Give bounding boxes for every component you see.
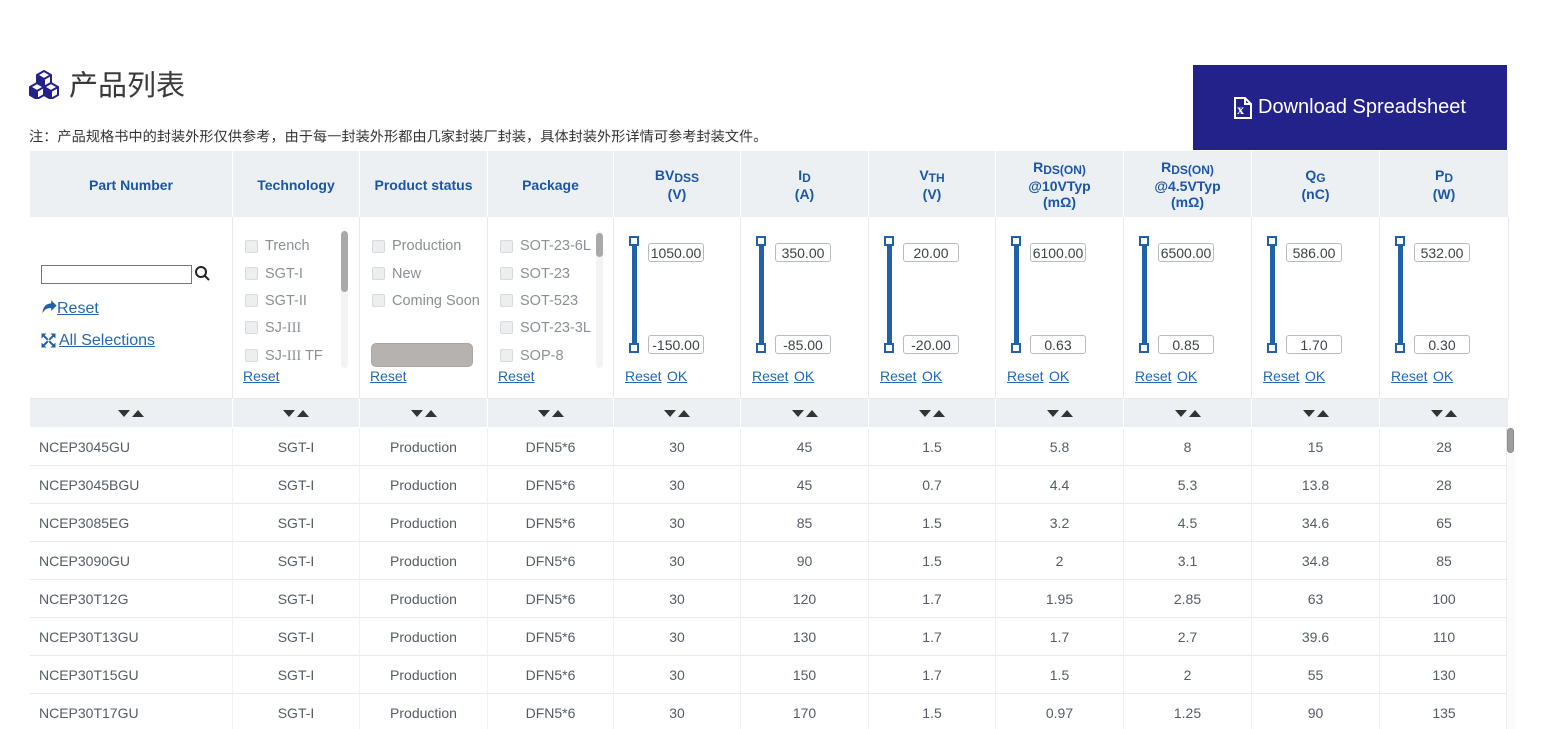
- svg-text:x: x: [1237, 103, 1244, 118]
